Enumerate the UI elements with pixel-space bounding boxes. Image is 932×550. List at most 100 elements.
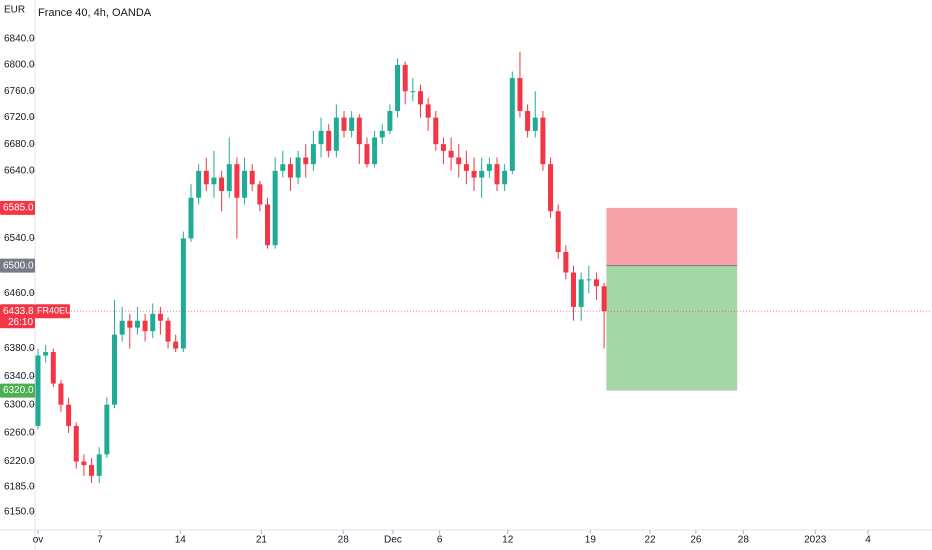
candle-body	[440, 144, 446, 151]
candle-body	[410, 91, 416, 93]
candle-body	[150, 313, 156, 332]
symbol-badge	[35, 304, 70, 319]
stop-zone	[606, 207, 738, 266]
x-tick-label: 21	[256, 535, 268, 546]
candle-body	[341, 117, 347, 131]
candle-body	[364, 144, 370, 165]
candle-body	[479, 170, 485, 178]
y-tick-label: 6680.0	[4, 139, 35, 150]
y-tick-label: 6460.0	[4, 288, 35, 299]
candle-body	[372, 137, 378, 165]
x-tick-label: 4	[865, 535, 871, 546]
candle-body	[73, 425, 79, 462]
last-countdown: 26:10	[8, 317, 33, 328]
price-badge	[0, 258, 35, 273]
candle-body	[134, 320, 140, 328]
candle-body	[303, 157, 309, 165]
y-tick-label: 6185.0	[4, 481, 35, 492]
candle-body	[402, 64, 408, 92]
candle-body	[395, 64, 401, 111]
candle-body	[333, 117, 339, 151]
candle-body	[571, 272, 576, 307]
candle-body	[127, 320, 133, 328]
candle-body	[525, 110, 531, 131]
candle-body	[173, 341, 179, 349]
candle-body	[112, 334, 117, 405]
candle-body	[448, 150, 454, 158]
chart-title: France 40, 4h, OANDA	[38, 7, 152, 19]
y-tick-label: 6640.0	[4, 166, 35, 177]
y-tick-label: 6380.0	[4, 343, 35, 354]
candle-body	[211, 177, 217, 185]
candle-body	[471, 170, 477, 178]
candle-body	[540, 117, 546, 165]
candle-body	[66, 404, 72, 426]
price-badge	[0, 383, 35, 398]
x-tick-label: 28	[738, 535, 750, 546]
candle-body	[196, 170, 202, 198]
candle-body	[165, 320, 171, 342]
candle-body	[249, 170, 255, 185]
candle-body	[188, 197, 194, 239]
x-tick-label: 19	[585, 535, 597, 546]
x-tick-label: Dec	[384, 535, 402, 546]
candle-body	[96, 454, 102, 476]
candle-body	[43, 352, 49, 356]
candle-body	[257, 184, 263, 205]
price-badge-label: 6320.0	[3, 385, 34, 396]
candle-body	[58, 383, 64, 405]
y-tick-label: 6720.0	[4, 112, 35, 123]
price-badge	[0, 200, 35, 215]
candle-body	[81, 461, 87, 466]
candle-body	[578, 279, 584, 307]
last-badge-label: 6433.8	[3, 306, 34, 317]
candle-body	[280, 164, 286, 171]
candle-body	[349, 117, 355, 131]
candle-body	[50, 352, 56, 384]
candle-body	[318, 130, 324, 145]
candle-body	[563, 251, 569, 273]
candle-body	[502, 170, 508, 185]
candle-body	[433, 117, 439, 145]
y-tick-label: 6800.0	[4, 60, 35, 71]
y-tick-label: 6340.0	[4, 371, 35, 382]
candle-body	[387, 110, 393, 131]
candle-body	[219, 177, 225, 192]
candle-body	[593, 279, 599, 287]
candle-body	[532, 117, 538, 131]
candle-body	[601, 286, 607, 312]
y-tick-label: 6540.0	[4, 233, 35, 244]
x-tick-label: 14	[175, 535, 187, 546]
y-tick-label: 6300.0	[4, 399, 35, 410]
candle-body	[310, 144, 316, 165]
x-tick-label: 22	[644, 535, 656, 546]
candle-body	[418, 91, 423, 105]
price-badge-label: 6500.0	[3, 260, 34, 271]
x-tick-label: 7	[97, 535, 103, 546]
candle-body	[517, 78, 523, 111]
y-tick-label: 6760.0	[4, 86, 35, 97]
x-tick-label: ov	[33, 535, 44, 546]
candle-body	[119, 320, 125, 335]
candle-body	[486, 164, 492, 171]
candle-body	[265, 204, 270, 246]
candle-body	[356, 117, 362, 145]
x-tick-label: 2023	[804, 535, 827, 546]
candle-body	[555, 211, 561, 252]
currency: EUR	[4, 5, 25, 16]
candle-body	[272, 170, 278, 246]
x-tick-label: 28	[338, 535, 350, 546]
y-tick-label: 6840.0	[4, 33, 35, 44]
candle-body	[142, 320, 148, 332]
candle-body	[242, 170, 248, 198]
y-tick-label: 6150.0	[4, 507, 35, 518]
candle-body	[548, 164, 554, 212]
candle-body	[326, 130, 332, 151]
candle-body	[586, 279, 592, 281]
candle-body	[379, 130, 385, 138]
x-tick-label: 26	[690, 535, 702, 546]
candle-body	[456, 157, 462, 165]
candle-body	[234, 164, 240, 198]
